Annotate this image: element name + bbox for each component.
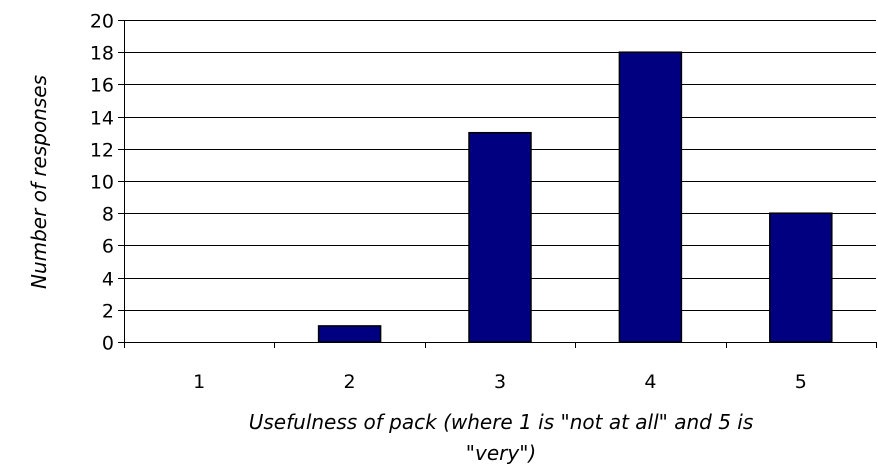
y-tick-label: 10: [90, 172, 114, 194]
axes: [118, 20, 877, 348]
y-tick-label: 14: [90, 108, 114, 130]
y-tick-label: 6: [102, 236, 114, 258]
bar-3: [468, 131, 532, 343]
x-tick-label: 1: [193, 371, 205, 393]
y-tick-label: 18: [90, 43, 114, 65]
x-tick-label: 3: [494, 371, 506, 393]
y-tick-label: 12: [90, 140, 114, 162]
bar-5: [769, 212, 833, 343]
y-tick-label: 4: [102, 269, 114, 291]
y-tick-label: 16: [90, 75, 114, 97]
x-tick-label: 4: [644, 371, 656, 393]
y-axis-title: Number of responses: [27, 75, 51, 289]
x-tick-label: 5: [795, 371, 807, 393]
bars: [317, 51, 833, 343]
bar-2: [317, 325, 382, 343]
x-tick-label: 2: [344, 371, 356, 393]
x-tick-labels: 1 2 3 4 5: [193, 371, 807, 393]
y-tick-label: 0: [102, 333, 114, 355]
x-axis-title-line-1: Usefulness of pack (where 1 is "not at a…: [249, 410, 754, 434]
bar-4: [618, 51, 683, 343]
x-axis-title-line-2: "very"): [466, 441, 536, 465]
y-tick-labels: 0 2 4 6 8 10 12 14 16 18 20: [90, 11, 114, 355]
y-tick-label: 20: [90, 11, 114, 33]
y-tick-label: 8: [102, 204, 114, 226]
y-tick-label: 2: [102, 301, 114, 323]
